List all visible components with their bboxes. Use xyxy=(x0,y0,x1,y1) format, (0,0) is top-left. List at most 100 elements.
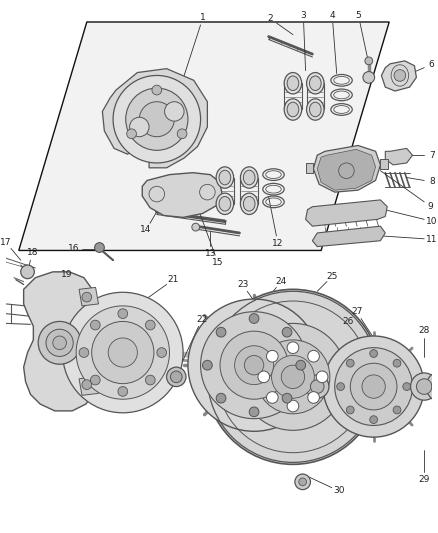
Circle shape xyxy=(90,375,100,385)
Text: 16: 16 xyxy=(68,244,80,253)
Circle shape xyxy=(299,478,307,486)
Polygon shape xyxy=(102,69,207,168)
Polygon shape xyxy=(79,377,99,395)
Circle shape xyxy=(76,306,170,399)
Circle shape xyxy=(308,350,319,362)
Text: 11: 11 xyxy=(426,235,438,244)
Circle shape xyxy=(126,88,188,150)
Circle shape xyxy=(308,392,319,403)
Circle shape xyxy=(287,400,299,412)
Ellipse shape xyxy=(244,197,255,211)
Circle shape xyxy=(287,342,299,353)
Circle shape xyxy=(426,371,438,402)
Circle shape xyxy=(240,324,346,430)
Circle shape xyxy=(157,348,166,358)
Circle shape xyxy=(130,117,149,136)
Circle shape xyxy=(323,336,424,437)
Ellipse shape xyxy=(307,72,324,94)
Ellipse shape xyxy=(310,102,321,117)
Text: 1: 1 xyxy=(200,13,206,22)
Circle shape xyxy=(113,76,201,163)
Circle shape xyxy=(170,371,182,383)
Circle shape xyxy=(244,356,264,375)
Ellipse shape xyxy=(310,76,321,91)
Circle shape xyxy=(410,373,438,400)
Text: 4: 4 xyxy=(329,11,335,20)
Polygon shape xyxy=(142,173,222,217)
Text: 26: 26 xyxy=(343,317,354,326)
Ellipse shape xyxy=(240,193,258,214)
Ellipse shape xyxy=(284,72,302,94)
Circle shape xyxy=(282,393,292,403)
Circle shape xyxy=(393,359,401,367)
Circle shape xyxy=(365,57,373,65)
Circle shape xyxy=(337,383,344,391)
Circle shape xyxy=(139,102,174,136)
Polygon shape xyxy=(312,226,385,247)
Circle shape xyxy=(403,383,410,391)
Circle shape xyxy=(282,327,292,337)
Text: 13: 13 xyxy=(205,249,216,258)
Text: 17: 17 xyxy=(0,238,12,247)
Circle shape xyxy=(394,70,406,82)
Polygon shape xyxy=(306,163,313,173)
Text: 23: 23 xyxy=(237,280,248,289)
Circle shape xyxy=(145,375,155,385)
Polygon shape xyxy=(385,148,413,165)
Circle shape xyxy=(53,336,67,350)
Ellipse shape xyxy=(244,170,255,185)
Circle shape xyxy=(370,416,378,424)
Circle shape xyxy=(266,392,278,403)
Circle shape xyxy=(216,393,226,403)
Circle shape xyxy=(127,129,136,139)
Polygon shape xyxy=(79,287,99,306)
Circle shape xyxy=(335,348,413,425)
Circle shape xyxy=(311,380,324,393)
Circle shape xyxy=(205,289,381,464)
Text: 14: 14 xyxy=(141,225,152,235)
Circle shape xyxy=(235,346,273,385)
Circle shape xyxy=(417,379,432,394)
Text: 8: 8 xyxy=(429,177,435,186)
Circle shape xyxy=(46,329,73,357)
Circle shape xyxy=(201,312,307,418)
Text: 19: 19 xyxy=(61,270,72,279)
Text: 3: 3 xyxy=(300,11,306,20)
Ellipse shape xyxy=(216,167,233,188)
Circle shape xyxy=(192,223,200,231)
Circle shape xyxy=(95,243,104,253)
Text: 15: 15 xyxy=(212,258,223,267)
Circle shape xyxy=(249,407,259,417)
Polygon shape xyxy=(24,272,95,411)
Text: 24: 24 xyxy=(276,277,287,286)
Ellipse shape xyxy=(216,193,233,214)
Circle shape xyxy=(362,375,385,398)
Circle shape xyxy=(266,350,278,362)
Ellipse shape xyxy=(240,167,258,188)
Text: 29: 29 xyxy=(418,475,430,484)
Circle shape xyxy=(393,406,401,414)
Circle shape xyxy=(350,363,397,410)
Circle shape xyxy=(363,71,374,83)
Circle shape xyxy=(165,102,184,121)
Polygon shape xyxy=(381,159,388,169)
Circle shape xyxy=(82,292,92,302)
Text: 21: 21 xyxy=(167,276,179,285)
Ellipse shape xyxy=(284,99,302,120)
Text: 22: 22 xyxy=(196,314,208,324)
Polygon shape xyxy=(381,61,417,91)
Ellipse shape xyxy=(219,197,231,211)
Circle shape xyxy=(108,338,138,367)
Circle shape xyxy=(346,359,354,367)
Circle shape xyxy=(177,129,187,139)
Circle shape xyxy=(202,360,212,370)
Ellipse shape xyxy=(287,102,299,117)
Circle shape xyxy=(258,371,270,383)
Circle shape xyxy=(118,386,127,397)
Circle shape xyxy=(296,360,306,370)
Circle shape xyxy=(295,474,311,490)
Ellipse shape xyxy=(287,76,299,91)
Circle shape xyxy=(281,365,304,389)
Text: 6: 6 xyxy=(428,60,434,69)
Circle shape xyxy=(82,380,92,390)
